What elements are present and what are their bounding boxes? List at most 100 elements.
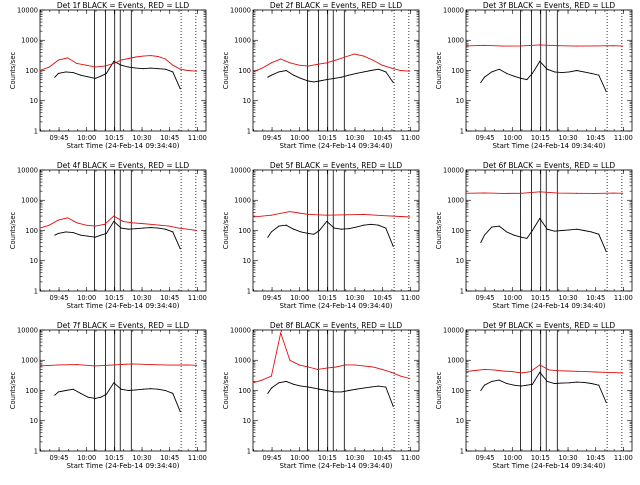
events-point — [300, 231, 302, 233]
x-tick-label: 10:00 — [77, 294, 96, 302]
events-point — [179, 248, 181, 250]
events-point — [483, 384, 485, 386]
events-point — [498, 379, 500, 381]
events-point — [520, 77, 522, 79]
y-tick-label: 100 — [25, 67, 38, 75]
x-tick-label: 10:00 — [503, 134, 522, 142]
y-tick-label: 10 — [243, 97, 251, 105]
lld-point — [122, 220, 124, 222]
events-point — [605, 402, 607, 404]
chart-title: Det 7f BLACK = Events, RED = LLD — [57, 321, 190, 330]
y-tick-label: 100 — [238, 387, 251, 395]
events-point — [363, 71, 365, 73]
events-series-line — [54, 60, 181, 89]
lld-point — [168, 364, 170, 366]
events-point — [105, 393, 107, 395]
events-point — [498, 225, 500, 227]
y-tick-label: 10000 — [443, 6, 464, 14]
events-point — [72, 72, 74, 74]
events-point — [590, 72, 592, 74]
lld-point — [187, 70, 189, 71]
events-point — [498, 68, 500, 70]
detector-panel-7: Det 7f BLACK = Events, RED = LLD 1 10 100 10… — [9, 321, 207, 470]
events-point — [80, 392, 82, 394]
y-tick-label: 100 — [451, 387, 464, 395]
events-point — [598, 384, 600, 386]
x-tick-label: 10:15 — [531, 134, 550, 142]
lld-point — [252, 216, 254, 218]
x-axis-label: Start Time (24-Feb-14 09:34:40) — [492, 462, 605, 470]
lld-point — [48, 66, 50, 68]
lld-point — [381, 368, 383, 370]
x-axis-label: Start Time (24-Feb-14 09:34:40) — [279, 462, 392, 470]
events-point — [65, 71, 67, 73]
detector-panel-8: Det 8f BLACK = Events, RED = LLD 1 10 100 10… — [222, 321, 420, 470]
y-tick-label: 1000 — [21, 37, 38, 45]
events-point — [546, 228, 548, 230]
x-tick-label: 10:15 — [105, 134, 124, 142]
x-tick-label: 09:45 — [476, 134, 495, 142]
lld-point — [150, 55, 152, 57]
events-point — [54, 76, 56, 78]
events-point — [278, 225, 280, 227]
y-tick-label: 1 — [247, 127, 251, 135]
events-point — [326, 79, 328, 81]
lld-point — [622, 45, 624, 47]
events-point — [480, 82, 482, 84]
events-point — [128, 228, 130, 230]
events-point — [179, 88, 181, 90]
lld-series-line — [39, 363, 197, 367]
events-point — [568, 71, 570, 73]
lld-point — [196, 70, 198, 72]
y-tick-label: 10000 — [230, 326, 251, 334]
lld-point — [187, 228, 189, 230]
x-tick-label: 10:15 — [105, 454, 124, 462]
detector-panel-3: Det 3f BLACK = Events, RED = LLD 1 10 100 10… — [435, 1, 633, 150]
events-point — [318, 80, 320, 82]
events-point — [355, 72, 357, 74]
lld-point — [594, 192, 596, 194]
y-axis-label: Counts/sec — [435, 52, 443, 90]
events-series-line — [267, 68, 394, 83]
events-point — [513, 75, 515, 77]
x-tick-label: 10:45 — [160, 454, 179, 462]
events-point — [270, 387, 272, 389]
events-point — [539, 217, 541, 219]
y-axis-label: Counts/sec — [222, 372, 230, 410]
lld-point — [409, 377, 411, 379]
y-tick-label: 1000 — [234, 37, 251, 45]
y-tick-label: 100 — [451, 67, 464, 75]
x-tick-label: 11:00 — [401, 134, 420, 142]
lld-point — [57, 364, 59, 366]
lld-point — [298, 64, 300, 66]
events-point — [546, 380, 548, 382]
x-tick-label: 11:00 — [614, 294, 633, 302]
lld-point — [326, 367, 328, 369]
detector-panel-5: Det 5f BLACK = Events, RED = LLD 1 10 100 10… — [222, 161, 420, 310]
x-tick-label: 10:45 — [160, 294, 179, 302]
lld-series-line — [252, 211, 410, 218]
lld-point — [140, 223, 142, 225]
lld-point — [353, 53, 355, 55]
lld-point — [164, 58, 166, 60]
lld-point — [557, 192, 559, 194]
lld-point — [94, 66, 96, 68]
lld-point — [465, 371, 467, 373]
chart-title: Det 5f BLACK = Events, RED = LLD — [270, 161, 403, 170]
events-point — [100, 396, 102, 398]
events-point — [172, 392, 174, 394]
y-axis-label: Counts/sec — [435, 372, 443, 410]
y-tick-label: 1000 — [447, 37, 464, 45]
events-point — [87, 235, 89, 237]
y-tick-label: 1 — [460, 287, 464, 295]
events-point — [392, 405, 394, 407]
events-point — [333, 77, 335, 79]
lld-point — [57, 59, 59, 61]
events-point — [348, 74, 350, 76]
lld-point — [39, 227, 41, 229]
events-point — [392, 245, 394, 247]
events-point — [377, 224, 379, 226]
events-point — [94, 236, 96, 238]
lld-point — [113, 364, 115, 366]
events-point — [72, 232, 74, 234]
